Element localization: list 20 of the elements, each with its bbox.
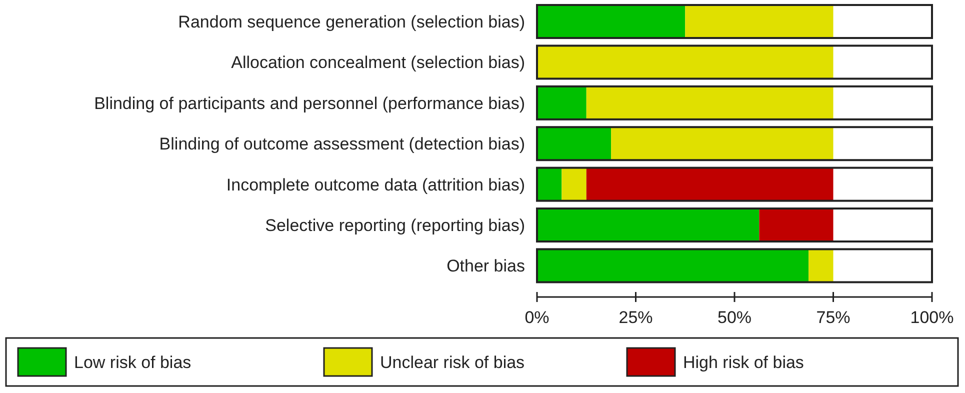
x-tick-label: 75%	[816, 308, 850, 327]
y-tick-label: Allocation concealment (selection bias)	[231, 53, 525, 72]
bar	[808, 249, 834, 282]
bar	[537, 86, 586, 120]
x-tick-label: 0%	[524, 308, 550, 327]
legend-label: High risk of bias	[683, 353, 804, 372]
bar	[537, 127, 612, 160]
bar	[759, 208, 834, 242]
legend-label: Low risk of bias	[74, 353, 192, 372]
x-tick-label: 50%	[717, 308, 752, 327]
x-tick-label: 100%	[910, 308, 954, 327]
y-tick-label: Blinding of outcome assessment (detection bias)	[159, 134, 525, 154]
bar	[562, 168, 586, 201]
y-tick-label: Selective reporting (reporting bias)	[265, 216, 525, 235]
y-tick-label: Blinding of participants and personnel (performance bias)	[94, 94, 525, 113]
y-tick-label: Other bias	[446, 256, 525, 276]
y-tick-label: Random sequence generation (selection bias)	[178, 12, 525, 32]
y-tick-label: Incomplete outcome data (attrition bias)	[226, 175, 525, 194]
x-tick-label: 25%	[618, 308, 653, 327]
legend-label: Unclear risk of bias	[380, 353, 525, 372]
